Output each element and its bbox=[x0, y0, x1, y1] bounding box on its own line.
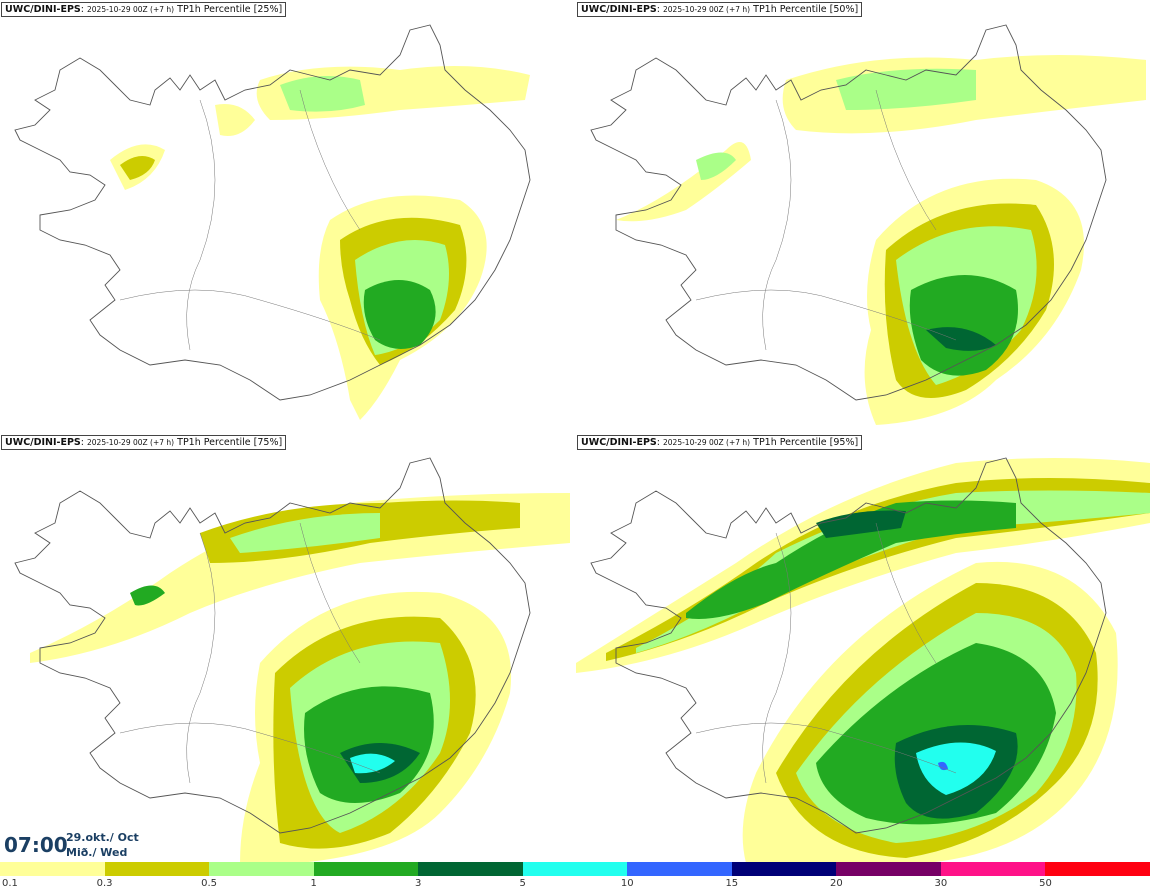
legend-label: 50 bbox=[1039, 878, 1052, 889]
date-line: 29.okt./ Oct bbox=[66, 831, 139, 844]
valid-time-box: 07:00 29.okt./ Oct Mið./ Wed bbox=[0, 826, 150, 862]
map-panel-p75: UWC/DINI-EPS: 2025-10-29 00Z (+7 h) TP1h… bbox=[0, 433, 574, 863]
legend-swatch bbox=[418, 862, 524, 876]
legend-swatch bbox=[0, 862, 106, 876]
valid-date: 29.okt./ Oct Mið./ Wed bbox=[66, 830, 139, 860]
legend-swatch bbox=[522, 862, 628, 876]
panel-title: UWC/DINI-EPS: 2025-10-29 00Z (+7 h) TP1h… bbox=[1, 435, 287, 450]
legend-swatch bbox=[940, 862, 1046, 876]
panel-title: UWC/DINI-EPS: 2025-10-29 00Z (+7 h) TP1h… bbox=[577, 2, 863, 17]
legend-label: 0.3 bbox=[96, 878, 113, 889]
legend-swatch bbox=[104, 862, 210, 876]
legend-swatch bbox=[209, 862, 315, 876]
precip-field bbox=[30, 493, 570, 863]
legend-label: 20 bbox=[829, 878, 843, 889]
valid-time: 07:00 bbox=[4, 833, 68, 857]
legend-label: 0.5 bbox=[201, 878, 218, 889]
legend-label: 3 bbox=[414, 878, 422, 889]
precip-field bbox=[576, 458, 1150, 863]
map-panel-p95: UWC/DINI-EPS: 2025-10-29 00Z (+7 h) TP1h… bbox=[576, 433, 1150, 863]
precip-field bbox=[616, 55, 1146, 425]
legend-swatch bbox=[731, 862, 837, 876]
legend-label: 30 bbox=[934, 878, 948, 889]
legend-swatch bbox=[627, 862, 733, 876]
precip-map bbox=[590, 24, 1146, 425]
map-panel-p25: UWC/DINI-EPS: 2025-10-29 00Z (+7 h) TP1h… bbox=[0, 0, 574, 430]
panel-title: UWC/DINI-EPS: 2025-10-29 00Z (+7 h) TP1h… bbox=[1, 2, 287, 17]
legend-swatch bbox=[836, 862, 942, 876]
precip-map bbox=[14, 24, 531, 420]
legend-label: 1 bbox=[310, 878, 317, 889]
panel-title: UWC/DINI-EPS: 2025-10-29 00Z (+7 h) TP1h… bbox=[577, 435, 863, 450]
day-line: Mið./ Wed bbox=[66, 846, 128, 859]
legend-label: 5 bbox=[519, 878, 526, 889]
legend-label: 10 bbox=[620, 878, 634, 889]
precip-field bbox=[110, 66, 530, 420]
color-legend: 0.1 0.3 0.5 1 3 5 10 15 20 30 50 bbox=[0, 862, 1150, 891]
map-panel-p50: UWC/DINI-EPS: 2025-10-29 00Z (+7 h) TP1h… bbox=[576, 0, 1150, 430]
legend-swatch bbox=[313, 862, 419, 876]
legend-swatch bbox=[1045, 862, 1150, 876]
precip-map bbox=[576, 457, 1150, 863]
legend-label: 15 bbox=[725, 878, 739, 889]
legend-label: 0.1 bbox=[2, 878, 18, 889]
precip-map bbox=[14, 457, 570, 863]
